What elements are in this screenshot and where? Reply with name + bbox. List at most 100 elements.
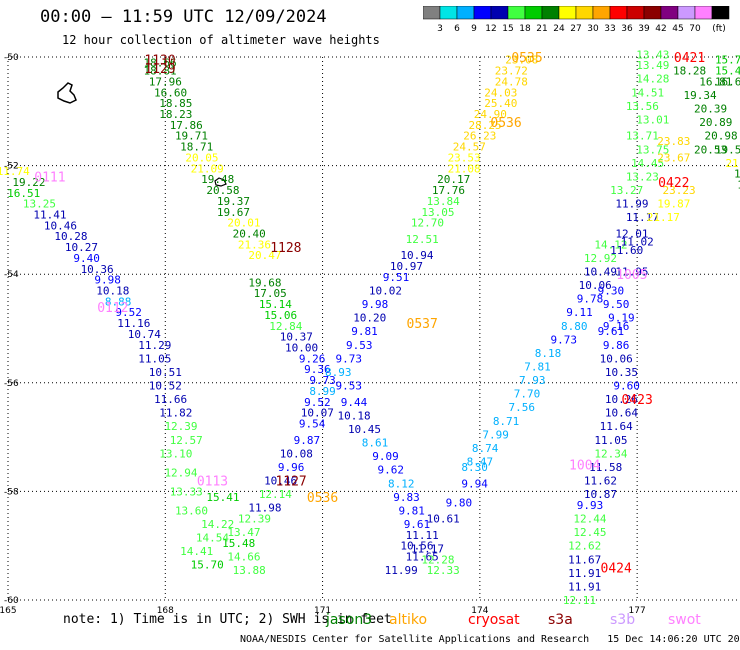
wave-height-value: 10.07: [301, 407, 334, 420]
wave-height-value: 11.05: [138, 352, 171, 365]
colorbar-tick: 30: [587, 24, 599, 34]
wave-height-value: 7.99: [482, 428, 509, 441]
wave-height-value: 10.02: [369, 284, 402, 297]
pass-time-label: 1130: [144, 54, 175, 69]
wave-height-value: 9.96: [278, 461, 305, 474]
colorbar: 3 6 9 12 15 18 21 24 27 30 33 36 39 42 45 70 (ft): [423, 6, 730, 34]
wave-height-value: 7.81: [524, 361, 551, 374]
wave-height-value: 9.83: [393, 491, 420, 504]
wave-height-value: 14.66: [227, 551, 260, 564]
x-tick-label: 174: [471, 606, 488, 616]
pass-time-label: 0421: [674, 51, 705, 66]
wave-height-value: 8.88: [105, 295, 132, 308]
wave-height-value: 7.56: [509, 401, 536, 414]
y-tick-label: -54: [4, 270, 19, 280]
wave-height-value: 9.09: [372, 450, 399, 463]
pass-time-label: 1127: [275, 475, 306, 490]
wave-height-value: 8.30: [461, 461, 488, 474]
legend-item-jason3: jason3: [326, 612, 373, 628]
wave-height-value: 10.06: [600, 352, 633, 365]
wave-height-value: 14.51: [631, 86, 664, 99]
wave-height-value: 9.11: [566, 306, 593, 319]
wave-height-value: 8.99: [309, 385, 336, 398]
wave-height-value: 20.01: [227, 217, 260, 230]
pass-time-label: 0422: [658, 176, 689, 191]
wave-height-value: 9.73: [336, 352, 363, 365]
y-tick-label: -60: [4, 596, 19, 606]
wave-height-value: 8.80: [561, 320, 588, 333]
wave-height-value: 12.39: [238, 513, 271, 526]
wave-height-value: 12.70: [411, 217, 444, 230]
wave-height-value: 9.53: [346, 339, 373, 352]
wave-height-value: 11.02: [621, 236, 654, 249]
wave-height-value: 15.73: [715, 54, 740, 67]
wave-height-value: 9.93: [577, 499, 604, 512]
wave-height-value: 15.70: [191, 559, 224, 572]
wave-height-value: 9.54: [299, 418, 326, 431]
wave-height-value: 10.36: [81, 263, 114, 276]
legend-item-s3a: s3a: [548, 612, 573, 628]
wave-height-value: 9.51: [383, 271, 410, 284]
wave-height-value: 9.62: [377, 464, 404, 477]
wave-height-value: 12.62: [568, 540, 601, 553]
wave-height-value: 9.53: [336, 380, 363, 393]
wave-height-value: 23.53: [448, 151, 481, 164]
wave-height-value: 18.85: [159, 97, 192, 110]
wave-height-value: 12.45: [573, 526, 606, 539]
wave-height-value: 23.83: [657, 135, 690, 148]
wave-height-value: 12.94: [164, 466, 197, 479]
wave-height-value: 9.61: [404, 518, 431, 531]
wave-height-value: 16.60: [154, 86, 187, 99]
wave-height-value: 11.64: [600, 420, 633, 433]
wave-height-value: 10.18: [337, 409, 370, 422]
pass-time-label: 0536: [307, 491, 338, 506]
wave-height-value: 15.42: [715, 65, 740, 78]
wave-height-value: 10.28: [54, 230, 87, 243]
wave-height-value: 14.45: [631, 157, 664, 170]
wave-height-value: 18.: [737, 179, 740, 192]
wave-height-value: 13.84: [427, 195, 460, 208]
wave-height-value: 10.61: [427, 513, 460, 526]
wave-height-value: 23.08: [505, 54, 538, 67]
wave-height-value: 8.71: [493, 415, 520, 428]
wave-height-value: 9.73: [550, 333, 577, 346]
wave-height-value: 10.74: [128, 328, 161, 341]
wave-height-value: 11.99: [615, 198, 648, 211]
wave-height-value: 11.05: [594, 434, 627, 447]
wave-height-value: 11.65: [406, 551, 439, 564]
wave-height-value: 11.16: [117, 317, 150, 330]
wave-height-value: 11.29: [138, 339, 171, 352]
wave-height-value: 20.05: [185, 151, 218, 164]
wave-height-value: 19.58: [715, 143, 740, 156]
wave-height-value: 10.35: [605, 366, 638, 379]
pass-time-label: 0112: [97, 301, 128, 316]
colorbar-swatch: [711, 6, 730, 20]
wave-height-value: 21.08: [448, 162, 481, 175]
wave-height-value: 13.56: [626, 100, 659, 113]
wave-height-value: 10.26: [605, 393, 638, 406]
wave-height-value: 10.00: [285, 342, 318, 355]
wave-height-value: 13.49: [636, 59, 669, 72]
chart-title: 00:00 – 11:59 UTC 12/09/2024: [40, 7, 327, 27]
wave-height-value: 9.73: [309, 374, 336, 387]
wave-height-value: 10.87: [584, 488, 617, 501]
wave-height-value: 15.14: [259, 298, 292, 311]
wave-height-value: 11.41: [33, 208, 66, 221]
legend-item-s3b: s3b: [610, 612, 636, 628]
x-tick-label: 168: [157, 606, 174, 616]
wave-height-value: 19.67: [217, 206, 250, 219]
legend-item-cryosat: cryosat: [468, 612, 520, 628]
wave-height-value: 21.36: [238, 238, 271, 251]
wave-height-value: 21.05: [725, 157, 740, 170]
colorbar-tick: 33: [604, 24, 615, 34]
colorbar-tick: 36: [621, 24, 633, 34]
wave-height-value: 19.48: [201, 173, 234, 186]
wave-height-value: 12.28: [421, 553, 454, 566]
credit-line: NOAA/NESDIS Center for Satellite Applica…: [240, 634, 740, 645]
y-tick-label: -52: [4, 162, 19, 172]
wave-height-value: 13.27: [610, 184, 643, 197]
wave-height-value: 18.28: [673, 65, 706, 78]
wave-height-value: 13.43: [636, 48, 669, 61]
x-tick-label: 177: [629, 606, 646, 616]
